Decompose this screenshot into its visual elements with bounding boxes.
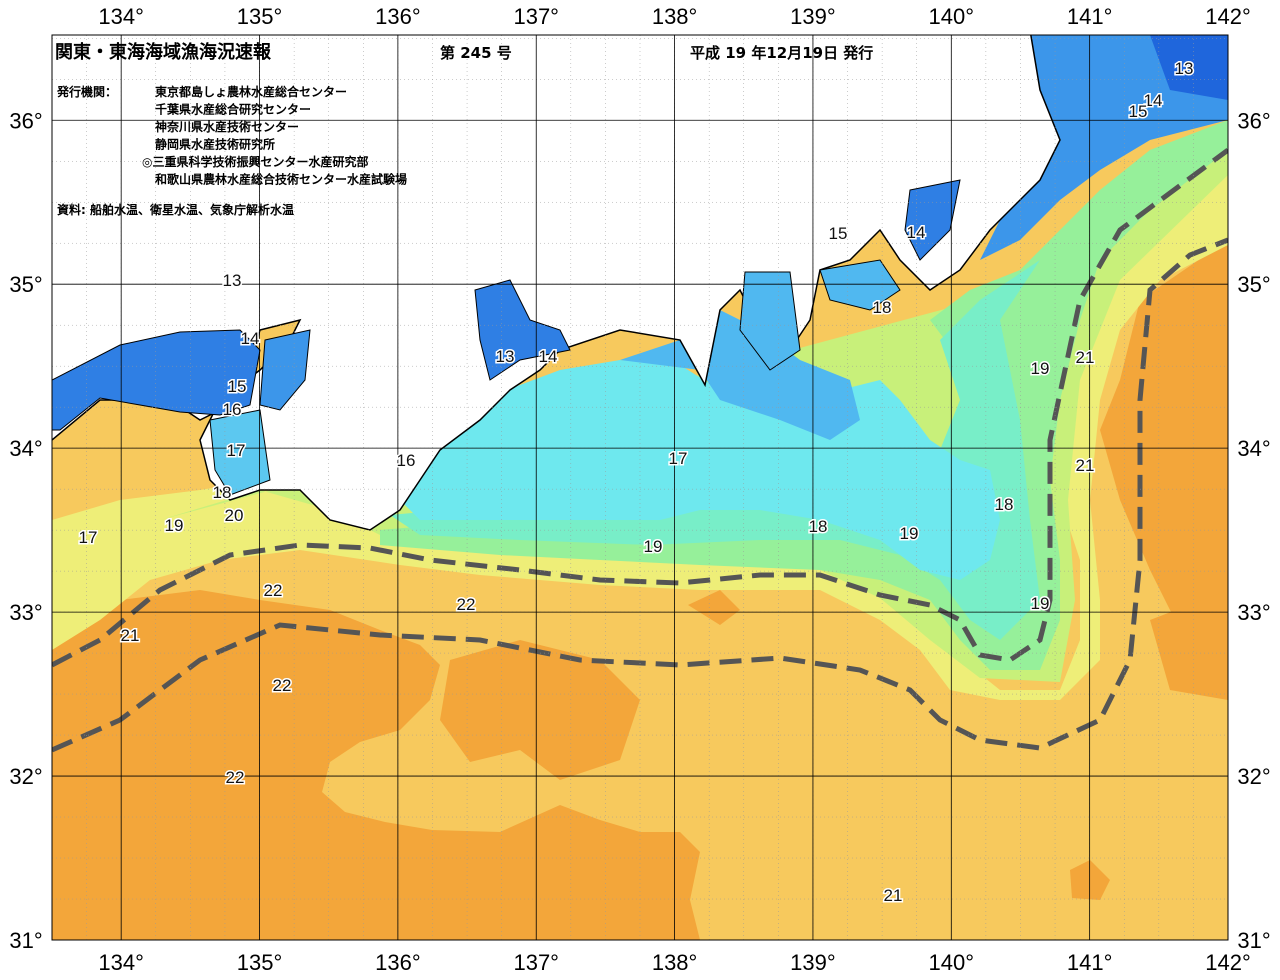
contour-label: 21 xyxy=(1076,348,1095,367)
sea-23 xyxy=(688,590,740,625)
bay xyxy=(819,259,901,311)
kuroshio-axis xyxy=(52,147,1228,668)
lat-label: 34° xyxy=(1237,436,1270,461)
lon-label: 135° xyxy=(237,950,283,975)
contour-label: 20 xyxy=(225,506,244,525)
contour-label: 22 xyxy=(226,768,245,787)
lon-label: 137° xyxy=(513,4,559,29)
contour-label: 21 xyxy=(121,626,140,645)
lon-label: 140° xyxy=(929,4,975,29)
contour-label: 22 xyxy=(264,581,283,600)
contour-label: 18 xyxy=(995,495,1014,514)
lon-label: 142° xyxy=(1205,950,1251,975)
contour-label: 17 xyxy=(669,449,688,468)
lat-label: 36° xyxy=(9,108,42,133)
issue: 第 245 号 xyxy=(440,44,512,62)
publisher-label: 発行機関： xyxy=(56,84,117,99)
lon-label: 142° xyxy=(1205,4,1251,29)
contour-label: 15 xyxy=(1129,102,1148,121)
map-frame xyxy=(51,34,1229,941)
lat-label: 35° xyxy=(1237,272,1270,297)
lon-label: 134° xyxy=(98,950,144,975)
contour-label: 19 xyxy=(165,516,184,535)
sea-23 xyxy=(1100,240,1228,620)
lat-label: 32° xyxy=(9,764,42,789)
lon-label: 139° xyxy=(790,4,836,29)
publishers: 東京都島しょ農林水産総合センター千葉県水産総合研究センター神奈川県水産技術センタ… xyxy=(142,84,407,187)
publisher: ◎三重県科学技術振興センター水産研究部 xyxy=(142,154,368,169)
contour-label: 22 xyxy=(273,676,292,695)
publisher: 千葉県水産総合研究センター xyxy=(155,102,311,117)
lon-label: 136° xyxy=(375,950,421,975)
contour-label: 19 xyxy=(1031,359,1050,378)
kuroshio-axis xyxy=(52,237,1228,753)
sea-23 xyxy=(440,640,640,780)
sea-23 xyxy=(52,590,700,940)
publisher: 東京都島しょ農林水産総合センター xyxy=(155,84,347,99)
lon-label: 139° xyxy=(790,950,836,975)
lon-label: 136° xyxy=(375,4,421,29)
sea-13 xyxy=(1150,35,1228,100)
date: 平成 19 年12月19日 発行 xyxy=(690,44,873,62)
lat-label: 32° xyxy=(1237,764,1270,789)
contour-label: 16 xyxy=(223,400,242,419)
contour-label: 21 xyxy=(884,886,903,905)
lat-label: 31° xyxy=(1237,928,1270,953)
source: 資料: 船舶水温、衛星水温、気象庁解析水温 xyxy=(57,202,294,217)
lon-label: 134° xyxy=(98,4,144,29)
contour-label: 17 xyxy=(79,528,98,547)
grid xyxy=(52,35,1228,940)
bay xyxy=(739,271,801,371)
contour-label: 13 xyxy=(496,347,515,366)
contour-label: 13 xyxy=(223,271,242,290)
lat-label: 35° xyxy=(9,272,42,297)
lon-label: 138° xyxy=(652,4,698,29)
publisher: 神奈川県水産技術センター xyxy=(155,119,299,134)
contour-label: 19 xyxy=(900,524,919,543)
lat-label: 31° xyxy=(9,928,42,953)
contour-label: 18 xyxy=(213,483,232,502)
lat-label: 34° xyxy=(9,436,42,461)
contour-label: 13 xyxy=(1175,59,1194,78)
contour-label: 15 xyxy=(829,224,848,243)
contour-label: 14 xyxy=(907,223,926,242)
contour-label: 18 xyxy=(873,298,892,317)
lon-label: 137° xyxy=(513,950,559,975)
sea-16 xyxy=(620,310,860,440)
sea-23 xyxy=(1150,590,1228,700)
publisher: 静岡県水産技術研究所 xyxy=(155,137,275,152)
contour-label: 14 xyxy=(539,347,558,366)
lon-label: 141° xyxy=(1067,950,1113,975)
lat-label: 33° xyxy=(1237,600,1270,625)
contour-label: 14 xyxy=(241,329,260,348)
contour-label: 19 xyxy=(644,537,663,556)
bay xyxy=(52,329,261,431)
lon-label: 135° xyxy=(237,4,283,29)
lat-label: 33° xyxy=(9,600,42,625)
lon-label: 138° xyxy=(652,950,698,975)
contour-label: 21 xyxy=(1076,456,1095,475)
contour-label: 19 xyxy=(1031,594,1050,613)
contour-label: 17 xyxy=(227,441,246,460)
contour-label: 16 xyxy=(397,451,416,470)
sea-18 xyxy=(390,260,1040,640)
contour-label: 22 xyxy=(457,595,476,614)
lat-label: 36° xyxy=(1237,108,1270,133)
bay xyxy=(474,279,571,381)
lon-label: 140° xyxy=(929,950,975,975)
lon-label: 141° xyxy=(1067,4,1113,29)
contour-label: 15 xyxy=(228,377,247,396)
sea-14 xyxy=(980,35,1228,260)
title: 関東・東海海域漁海況速報 xyxy=(55,41,272,63)
contour-label: 14 xyxy=(1144,91,1163,110)
contour-label: 18 xyxy=(809,517,828,536)
bay xyxy=(259,329,311,411)
publisher: 和歌山県農林水産総合技術センター水産試験場 xyxy=(154,172,407,187)
